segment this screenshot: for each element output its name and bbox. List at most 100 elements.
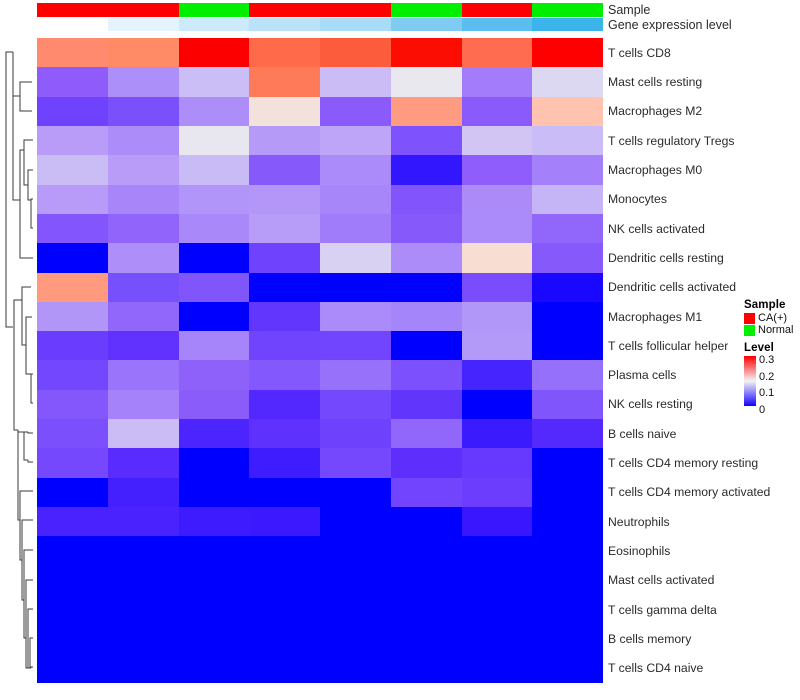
heatmap-row [37, 184, 603, 214]
heatmap-cell [249, 301, 320, 332]
heatmap-cell [532, 477, 603, 507]
heatmap-cell [249, 594, 320, 625]
gene-expression-annotation-cell [107, 18, 179, 31]
row-label: B cells memory [608, 632, 692, 647]
heatmap-cell [390, 184, 462, 214]
heatmap-cell [390, 67, 462, 97]
heatmap-cell [37, 419, 108, 449]
sample-annotation-cell [390, 3, 462, 17]
heatmap-cell [390, 448, 462, 478]
heatmap-cell [178, 360, 250, 390]
heatmap-cell [249, 38, 320, 68]
heatmap-cell [178, 38, 250, 68]
heatmap-row [37, 243, 603, 273]
level-tick-label: 0 [759, 404, 766, 416]
heatmap-cell [107, 389, 179, 420]
heatmap-cell [178, 477, 250, 507]
heatmap-cell [37, 67, 108, 97]
heatmap-cell [249, 67, 320, 97]
heatmap-cell [532, 594, 603, 625]
heatmap-cell [178, 594, 250, 625]
sample-annotation-cell [320, 3, 391, 17]
heatmap-cell [107, 360, 179, 390]
heatmap-cell [107, 653, 179, 683]
sample-legend-title: Sample [744, 299, 786, 311]
heatmap-cell [461, 213, 533, 244]
heatmap-cell [532, 272, 603, 302]
heatmap-cell [107, 301, 179, 332]
heatmap-cell [461, 507, 533, 537]
heatmap-grid [37, 38, 603, 683]
heatmap-cell [107, 184, 179, 214]
heatmap-cell [249, 125, 320, 156]
sample-legend-items: CA(+) Normal [744, 313, 800, 336]
heatmap-cell [390, 419, 462, 449]
heatmap-cell [249, 272, 320, 302]
heatmap-row [37, 155, 603, 185]
heatmap-cell [461, 448, 533, 478]
heatmap-cell [461, 594, 533, 625]
heatmap-cell [37, 360, 108, 390]
legend-item-label: CA(+) [758, 312, 788, 324]
legend-panel: Sample CA(+) Normal Level 0.3 0.2 0.1 0 [744, 299, 800, 416]
heatmap-cell [532, 448, 603, 478]
heatmap-cell [37, 565, 108, 595]
heatmap-cell [461, 536, 533, 566]
heatmap-cell [107, 67, 179, 97]
heatmap-row [37, 301, 603, 332]
level-tick-label: 0.3 [759, 354, 775, 366]
row-label: T cells CD4 memory resting [608, 456, 759, 471]
heatmap-cell [320, 125, 391, 156]
heatmap-row [37, 624, 603, 654]
heatmap-row [37, 125, 603, 156]
heatmap-cell [249, 331, 320, 361]
heatmap-cell [178, 653, 250, 683]
level-tick-label: 0.2 [759, 370, 775, 383]
heatmap-cell [178, 448, 250, 478]
sample-legend-item[interactable]: Normal [744, 325, 800, 336]
heatmap-row [37, 272, 603, 302]
heatmap-cell [390, 624, 462, 654]
heatmap-cell [532, 536, 603, 566]
heatmap-cell [461, 419, 533, 449]
heatmap-cell [320, 419, 391, 449]
heatmap-cell [390, 477, 462, 507]
heatmap-row [37, 360, 603, 390]
heatmap-cell [532, 507, 603, 537]
heatmap-cell [178, 507, 250, 537]
heatmap-cell [461, 125, 533, 156]
gene-expression-annotation-cell [178, 18, 250, 31]
heatmap-cell [390, 155, 462, 185]
heatmap-cell [107, 243, 179, 273]
level-tick-group: 0.3 0.2 0.1 0 [756, 354, 796, 416]
heatmap-cell [461, 272, 533, 302]
heatmap-cell [249, 653, 320, 683]
heatmap-cell [249, 184, 320, 214]
heatmap-cell [178, 301, 250, 332]
legend-swatch [744, 313, 755, 324]
level-tick-label: 0.1 [759, 387, 775, 400]
heatmap-cell [461, 477, 533, 507]
heatmap-cell [178, 624, 250, 654]
sample-legend-item[interactable]: CA(+) [744, 313, 800, 324]
heatmap-cell [320, 184, 391, 214]
heatmap-cell [320, 96, 391, 126]
heatmap-cell [37, 213, 108, 244]
heatmap-cell [37, 448, 108, 478]
row-label: Macrophages M0 [608, 162, 703, 177]
heatmap-cell [107, 155, 179, 185]
heatmap-cell [320, 243, 391, 273]
legend-item-label: Normal [758, 324, 794, 336]
heatmap-cell [461, 184, 533, 214]
heatmap-cell [532, 67, 603, 97]
heatmap-cell [532, 419, 603, 449]
heatmap-cell [461, 331, 533, 361]
heatmap-cell [249, 565, 320, 595]
gene-expression-annotation-bar [37, 18, 603, 31]
row-label: T cells CD4 memory activated [608, 485, 771, 500]
heatmap-cell [532, 360, 603, 390]
heatmap-row [37, 96, 603, 126]
heatmap-cell [107, 594, 179, 625]
heatmap-cell [107, 38, 179, 68]
